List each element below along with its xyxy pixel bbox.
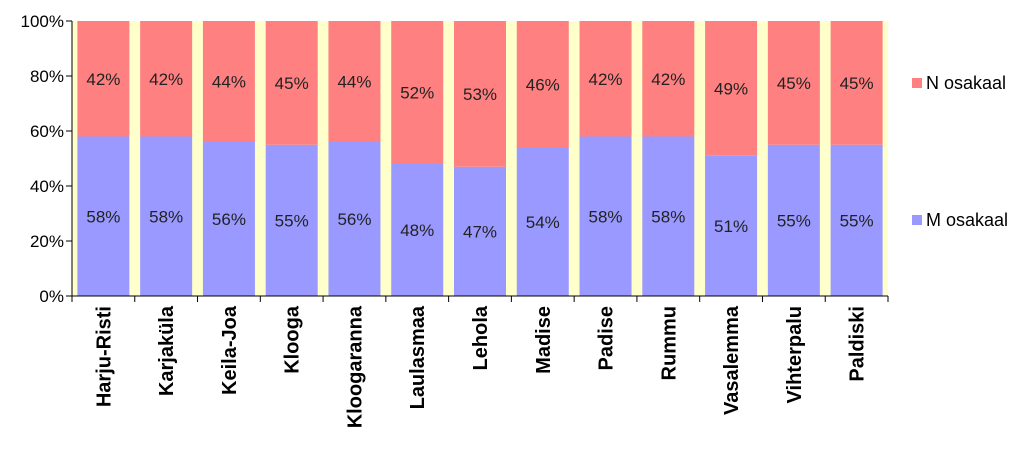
bar-segment	[642, 136, 695, 296]
x-category-label: Padise	[596, 306, 618, 370]
data-label: 56%	[337, 210, 371, 229]
x-category-label: Madise	[533, 306, 555, 374]
data-label: 45%	[275, 74, 309, 93]
data-label: 49%	[714, 79, 748, 98]
y-tick-label: 40%	[30, 177, 64, 196]
x-category-label: Paldiski	[847, 306, 869, 382]
data-label: 58%	[149, 207, 183, 226]
data-label: 42%	[86, 70, 120, 89]
x-category-label: Kloogaranna	[344, 305, 366, 428]
bar-segment	[140, 21, 193, 137]
data-label: 54%	[526, 213, 560, 232]
bar-segment	[767, 21, 820, 145]
data-label: 55%	[840, 211, 874, 230]
bar-segment	[454, 166, 506, 296]
data-label: 58%	[651, 207, 685, 226]
bar-segment	[830, 21, 883, 145]
bar-segment	[391, 21, 444, 164]
bar-segment	[140, 136, 193, 296]
bar-segment	[265, 21, 318, 145]
bar-segment	[579, 21, 632, 137]
y-tick-label: 80%	[30, 67, 64, 86]
data-label: 51%	[714, 217, 748, 236]
data-label: 42%	[149, 70, 183, 89]
bar-segment	[705, 21, 758, 156]
data-label: 44%	[337, 73, 371, 92]
data-label: 46%	[526, 75, 560, 94]
bar-segment	[830, 144, 883, 296]
data-label: 42%	[651, 70, 685, 89]
legend-label: N osakaal	[926, 73, 1006, 93]
x-category-label: Lehola	[470, 305, 492, 370]
x-category-label: Rummu	[658, 306, 680, 380]
bar-segment	[391, 164, 444, 296]
x-category-label: Vasalemma	[721, 305, 743, 415]
bar-segment	[265, 144, 318, 296]
data-label: 48%	[400, 221, 434, 240]
bar-segment	[77, 21, 130, 137]
data-label: 55%	[777, 211, 811, 230]
data-label: 53%	[463, 85, 497, 104]
y-tick-label: 100%	[21, 12, 64, 31]
bar-segment	[516, 21, 569, 148]
data-label: 58%	[589, 207, 623, 226]
bar-segment	[579, 136, 632, 296]
x-category-label: Vihterpalu	[784, 306, 806, 403]
legend-label: M osakaal	[926, 210, 1008, 230]
x-category-label: Klooga	[282, 305, 304, 374]
bar-segment	[767, 144, 820, 296]
data-label: 55%	[275, 211, 309, 230]
bar-segment	[642, 21, 695, 137]
bar-segment	[328, 21, 381, 142]
bar-segment	[516, 147, 569, 296]
bar-segment	[328, 142, 381, 296]
y-tick-label: 0%	[39, 287, 64, 306]
x-category-label: Laulasmaa	[407, 305, 429, 409]
x-category-label: Keila-Joa	[219, 305, 241, 395]
bar-segment	[705, 155, 758, 296]
legend-swatch	[912, 215, 922, 225]
y-tick-label: 20%	[30, 232, 64, 251]
bar-segment	[77, 136, 130, 296]
bar-segment	[202, 142, 255, 296]
x-category-label: Harju-Risti	[93, 306, 115, 407]
data-label: 56%	[212, 210, 246, 229]
legend-swatch	[912, 78, 922, 88]
data-label: 52%	[400, 84, 434, 103]
y-tick-label: 60%	[30, 122, 64, 141]
bar-segment	[454, 21, 506, 167]
data-label: 42%	[589, 70, 623, 89]
data-label: 45%	[840, 74, 874, 93]
bar-segment	[202, 21, 255, 142]
data-label: 44%	[212, 73, 246, 92]
data-label: 45%	[777, 74, 811, 93]
data-label: 58%	[86, 207, 120, 226]
x-category-label: Karjaküla	[156, 305, 178, 396]
data-label: 47%	[463, 222, 497, 241]
